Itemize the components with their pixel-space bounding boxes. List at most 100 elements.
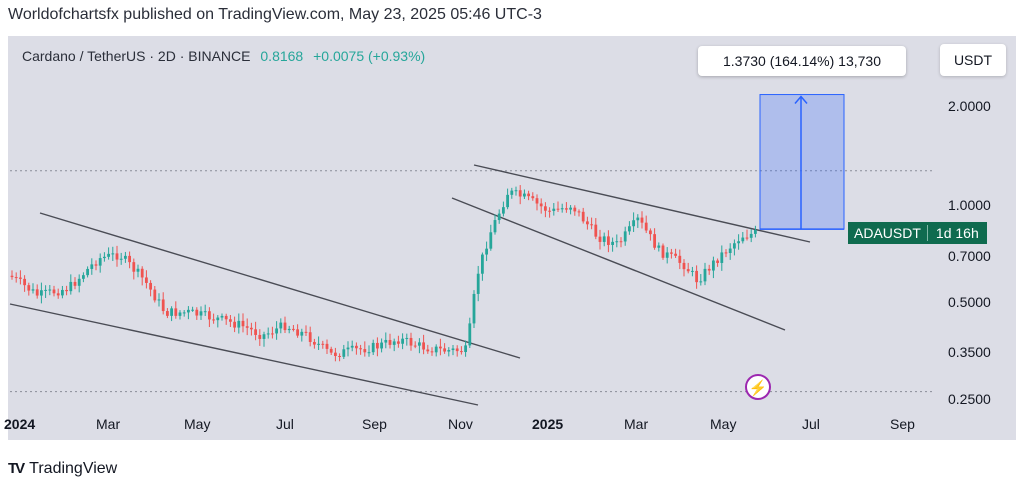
candle-body <box>674 253 677 256</box>
candle-body <box>430 351 434 353</box>
candle-body <box>539 203 543 207</box>
candle-body <box>724 252 728 254</box>
y-tick-label: 0.2500 <box>948 391 991 407</box>
candle-body <box>90 264 94 269</box>
y-tick-label: 0.3500 <box>948 344 991 360</box>
candle-body <box>531 196 535 199</box>
symbol-name: Cardano / TetherUS · 2D · BINANCE <box>22 48 251 64</box>
candle-body <box>313 341 316 345</box>
measure-range <box>759 94 845 230</box>
tradingview-logo[interactable]: TV TradingView <box>8 460 117 478</box>
candle-body <box>115 253 119 260</box>
x-tick-label: Mar <box>96 416 121 432</box>
candle-body <box>94 264 98 266</box>
candle-body <box>451 348 455 351</box>
candle-body <box>556 208 560 210</box>
candle-body <box>691 270 694 272</box>
candle-body <box>510 190 514 195</box>
candle-body <box>124 255 127 259</box>
candle-body <box>73 281 77 286</box>
tradingview-logo-icon: TV <box>8 460 25 477</box>
candle-body <box>308 332 312 342</box>
x-tick-label: 2024 <box>4 416 36 432</box>
candle-body <box>229 319 232 322</box>
candle-body <box>632 220 635 227</box>
y-tick-label: 1.0000 <box>948 197 991 213</box>
candle-body <box>136 268 140 272</box>
candle-body <box>418 342 421 346</box>
candle-body <box>300 331 304 336</box>
price-tag: ADAUSDT 1d 16h <box>848 222 987 244</box>
x-tick-label: Nov <box>448 416 473 432</box>
currency-button[interactable]: USDT <box>940 44 1006 76</box>
candle-body <box>69 281 73 292</box>
candle-body <box>523 193 526 197</box>
candle-body <box>707 268 711 271</box>
candle-body <box>161 299 165 312</box>
candle-body <box>355 345 358 349</box>
candle-body <box>460 351 463 353</box>
candle-body <box>296 329 299 336</box>
candle-body <box>271 333 274 335</box>
candle-body <box>19 277 22 279</box>
candle-body <box>157 299 161 301</box>
candle-body <box>392 341 396 345</box>
candle-body <box>334 352 337 356</box>
candle-body <box>224 315 228 320</box>
x-tick-label: Jul <box>276 416 294 432</box>
candle-body <box>409 337 413 346</box>
candle-body <box>552 208 556 211</box>
candle-body <box>376 342 379 349</box>
candle-body <box>52 289 56 294</box>
publisher-caption: Worldofchartsfx published on TradingView… <box>8 6 542 23</box>
candle-body <box>191 309 194 311</box>
candle-body <box>657 245 661 248</box>
candle-body <box>128 255 131 263</box>
candle-body <box>649 230 652 235</box>
candle-body <box>10 275 14 278</box>
candle-body <box>187 309 190 313</box>
x-tick-label: May <box>710 416 737 432</box>
channel-line <box>473 164 811 243</box>
candle-body <box>481 254 484 274</box>
target-range-box <box>759 94 845 230</box>
candle-body <box>397 341 400 344</box>
candle-body <box>321 343 325 345</box>
x-tick-label: May <box>184 416 211 432</box>
candle-body <box>48 289 52 291</box>
candle-body <box>733 243 736 249</box>
price-tag-symbol: ADAUSDT <box>854 225 921 241</box>
x-tick-label: Jul <box>802 416 820 432</box>
candle-body <box>166 311 169 316</box>
candle-body <box>98 258 102 266</box>
candle-body <box>560 208 564 210</box>
candle-body <box>619 241 623 243</box>
candle-body <box>640 217 644 223</box>
candle-body <box>250 327 253 330</box>
candle-body <box>342 349 346 357</box>
candle-body <box>611 241 614 245</box>
flash-icon[interactable]: ⚡ <box>745 374 771 400</box>
x-tick-label: Mar <box>624 416 649 432</box>
price-tag-countdown: 1d 16h <box>926 225 987 241</box>
candle-body <box>439 346 442 349</box>
candle-body <box>292 328 295 330</box>
candle-body <box>14 277 18 279</box>
candle-body <box>140 268 144 278</box>
candle-body <box>350 345 354 348</box>
candle-body <box>472 293 476 324</box>
grid <box>10 170 935 393</box>
candle-body <box>590 224 593 226</box>
candle-body <box>493 220 497 233</box>
candle-body <box>565 208 568 210</box>
y-tick-label: 2.0000 <box>948 98 991 114</box>
candle-body <box>749 233 753 238</box>
candle-body <box>237 320 241 328</box>
candle-body <box>703 268 707 282</box>
candle-body <box>380 342 383 349</box>
candle-body <box>426 349 430 352</box>
candle-body <box>728 248 732 253</box>
candle-body <box>132 262 136 272</box>
candle-body <box>317 343 320 345</box>
